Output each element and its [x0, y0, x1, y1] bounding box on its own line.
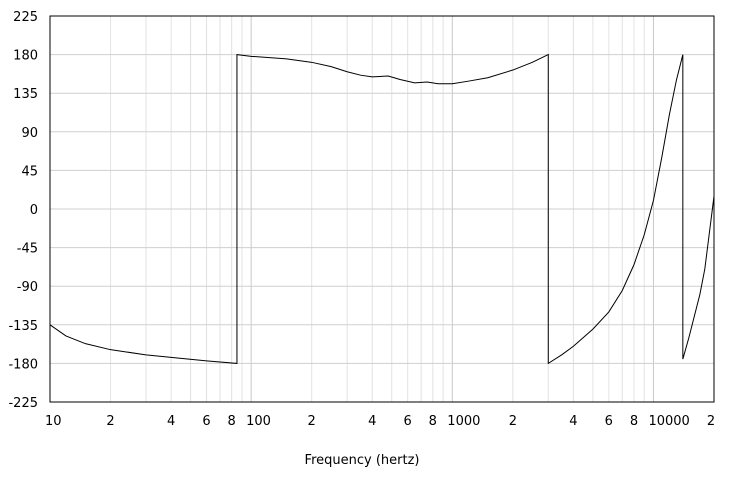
grid — [49, 15, 715, 403]
x-tick-label: 2 — [509, 414, 517, 429]
y-tick-label: 225 — [13, 10, 38, 25]
y-tick-label: 90 — [21, 126, 38, 141]
x-tick-label: 4 — [368, 414, 376, 429]
y-tick-label: -180 — [8, 357, 38, 372]
x-tick-label: 2 — [106, 414, 114, 429]
x-tick-label: 8 — [630, 414, 638, 429]
y-tick-label: 135 — [13, 87, 38, 102]
series-line — [49, 53, 715, 365]
x-tick-label: 8 — [228, 414, 236, 429]
x-tick-label: 1000 — [447, 414, 480, 429]
y-tick-label: 180 — [13, 49, 38, 64]
x-tick-label: 2 — [308, 414, 316, 429]
y-tick-labels: 225 180 135 90 45 0 -45 -90 -135 -180 -225 — [8, 10, 38, 411]
y-tick-label: 0 — [30, 203, 38, 218]
x-tick-label: 10 — [45, 414, 62, 429]
y-tick-label: -135 — [8, 319, 38, 334]
x-tick-label: 4 — [569, 414, 577, 429]
x-tick-label: 100 — [246, 414, 271, 429]
plot-frame — [49, 15, 715, 403]
y-tick-label: -45 — [17, 242, 38, 257]
y-tick-label: -90 — [17, 280, 38, 295]
x-tick-label: 4 — [167, 414, 175, 429]
x-tick-labels: 10 2 4 6 8 100 2 4 6 8 1000 2 4 6 8 10000 2 — [45, 414, 715, 429]
x-tick-label: 10000 — [648, 414, 689, 429]
x-axis-title: Frequency (hertz) — [305, 453, 420, 468]
y-tick-label: -225 — [8, 396, 38, 411]
y-tick-label: 45 — [21, 164, 38, 179]
x-tick-label: 6 — [605, 414, 613, 429]
x-tick-label: 6 — [202, 414, 210, 429]
x-tick-label: 8 — [429, 414, 437, 429]
x-tick-label: 6 — [404, 414, 412, 429]
x-tick-label: 2 — [707, 414, 715, 429]
